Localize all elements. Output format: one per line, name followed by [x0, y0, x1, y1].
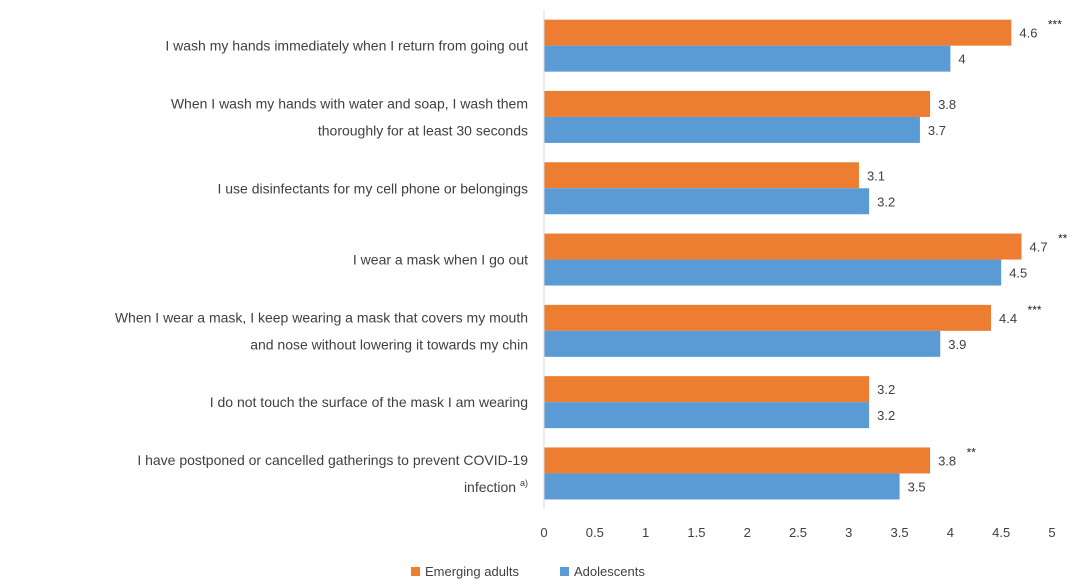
x-tick-label: 1: [642, 525, 649, 540]
bar-value-label: 3.8: [938, 97, 956, 112]
bar-emerging-adults: [544, 304, 992, 331]
bar-value-label: 3.9: [948, 337, 966, 352]
x-tick-label: 2.5: [789, 525, 807, 540]
bar-value-label: 3.2: [877, 194, 895, 209]
legend-item-adolescents: Adolescents: [560, 564, 645, 579]
bar-value-label: 4: [958, 52, 965, 67]
bar-emerging-adults: [544, 162, 859, 189]
bar-adolescents: [544, 473, 900, 500]
bar-emerging-adults: [544, 90, 931, 117]
x-tick-label: 5: [1048, 525, 1055, 540]
bar-value-label: 3.5: [908, 479, 926, 494]
x-tick-label: 0.5: [586, 525, 604, 540]
bar-value-label: 4.6: [1019, 26, 1037, 41]
category-label: and nose without lowering it towards my …: [250, 336, 528, 352]
category-label: thoroughly for at least 30 seconds: [318, 122, 528, 138]
significance-marker: **: [1058, 232, 1068, 246]
bar-value-label: 3.2: [877, 408, 895, 423]
bar-value-label: 3.1: [867, 168, 885, 183]
legend-swatch: [560, 567, 569, 576]
category-label: I have postponed or cancelled gatherings…: [137, 452, 528, 468]
bar-value-label: 3.2: [877, 382, 895, 397]
x-tick-label: 3.5: [891, 525, 909, 540]
x-tick-label: 0: [540, 525, 547, 540]
x-tick-label: 2: [744, 525, 751, 540]
legend-swatch: [411, 567, 420, 576]
bar-value-label: 4.4: [999, 311, 1017, 326]
category-label: When I wear a mask, I keep wearing a mas…: [115, 309, 528, 325]
x-tick-label: 1.5: [687, 525, 705, 540]
legend-label: Emerging adults: [425, 564, 519, 579]
bar-emerging-adults: [544, 233, 1022, 260]
category-label: I wash my hands immediately when I retur…: [165, 38, 528, 54]
category-labels: I wash my hands immediately when I retur…: [115, 38, 528, 495]
bar-emerging-adults: [544, 447, 931, 474]
footnote-superscript: a): [520, 478, 528, 488]
bar-adolescents: [544, 116, 920, 143]
legend-item-emerging-adults: Emerging adults: [411, 564, 519, 579]
significance-marker: **: [967, 445, 977, 459]
bar-value-label: 3.8: [938, 453, 956, 468]
category-label: I wear a mask when I go out: [353, 252, 528, 268]
x-tick-label: 3: [845, 525, 852, 540]
bar-value-label: 3.7: [928, 123, 946, 138]
category-label: I do not touch the surface of the mask I…: [210, 394, 528, 410]
legend-label: Adolescents: [574, 564, 645, 579]
bar-adolescents: [544, 259, 1002, 286]
bar-adolescents: [544, 45, 951, 72]
bar-emerging-adults: [544, 376, 870, 403]
bar-emerging-adults: [544, 19, 1012, 46]
bar-adolescents: [544, 330, 941, 357]
bar-adolescents: [544, 402, 870, 429]
category-label: infection a): [464, 478, 528, 495]
bar-value-label: 4.7: [1030, 240, 1048, 255]
category-label: When I wash my hands with water and soap…: [171, 95, 528, 111]
bar-adolescents: [544, 188, 870, 215]
legend: Emerging adults Adolescents: [411, 564, 645, 579]
bars-layer: 4.6 *** 4 3.8 3.7 3.1 3.2 4.7 ** 4.5 4.4 *** 3.9 3.2 3…: [544, 18, 1068, 500]
significance-marker: ***: [1048, 18, 1062, 32]
x-axis-tick-labels: 0 0.5 1 1.5 2 2.5 3 3.5 4 4.5 5: [540, 525, 1055, 540]
category-label: I use disinfectants for my cell phone or…: [217, 180, 528, 196]
x-tick-label: 4: [947, 525, 954, 540]
x-tick-label: 4.5: [992, 525, 1010, 540]
bar-value-label: 4.5: [1009, 266, 1027, 281]
category-label-text: infection: [464, 479, 516, 495]
significance-marker: ***: [1028, 303, 1042, 317]
